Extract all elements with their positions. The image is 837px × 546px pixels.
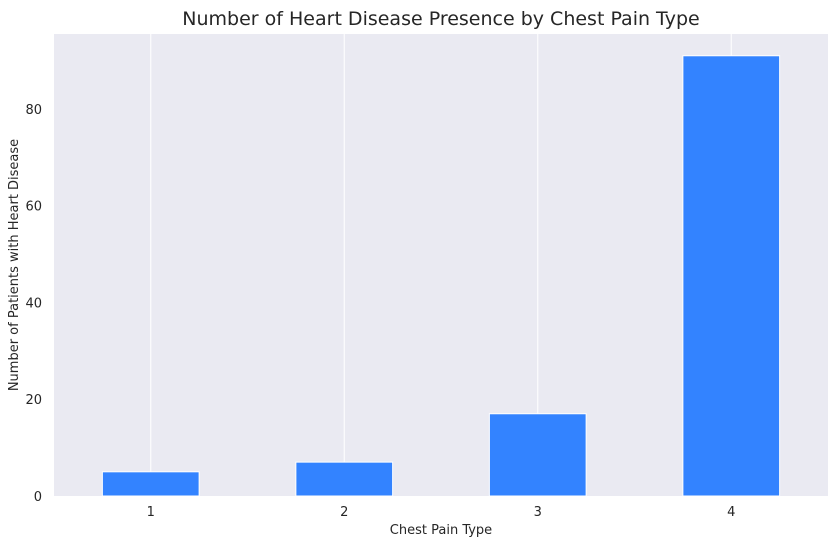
- x-tick-label: 4: [727, 505, 735, 520]
- y-tick-label: 20: [25, 393, 42, 408]
- x-axis-label: Chest Pain Type: [390, 523, 492, 538]
- y-tick-label: 80: [25, 103, 42, 118]
- chart-title: Number of Heart Disease Presence by Ches…: [182, 8, 699, 30]
- bar-1: [101, 471, 200, 497]
- bars: [101, 55, 781, 497]
- x-tick-labels: 1 2 3 4: [147, 505, 736, 520]
- y-tick-labels: 0 20 40 60 80: [25, 103, 42, 505]
- y-tick-label: 60: [25, 200, 42, 215]
- x-tick-label: 3: [534, 505, 542, 520]
- bar-4: [682, 55, 781, 497]
- x-tick-label: 1: [147, 505, 155, 520]
- bar-3: [488, 413, 587, 497]
- x-tick-label: 2: [340, 505, 348, 520]
- y-tick-label: 0: [34, 490, 42, 505]
- bar-2: [295, 461, 394, 497]
- y-tick-label: 40: [25, 296, 42, 311]
- y-axis-label: Number of Patients with Heart Disease: [7, 139, 22, 391]
